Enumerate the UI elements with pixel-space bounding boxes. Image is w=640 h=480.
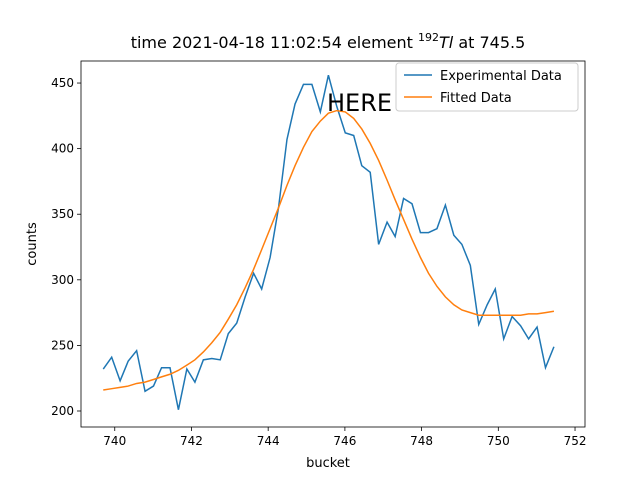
y-tick-label: 350 <box>51 207 74 221</box>
legend-label: Experimental Data <box>440 69 562 84</box>
y-tick-label: 300 <box>51 273 74 287</box>
x-tick-label: 748 <box>410 434 433 448</box>
chart-title: time 2021-04-18 11:02:54 element 192Tl a… <box>131 31 526 52</box>
x-tick-label: 746 <box>333 434 356 448</box>
y-tick-label: 450 <box>51 76 74 90</box>
legend-box <box>395 62 579 112</box>
series-line <box>102 74 555 410</box>
x-tick-label: 750 <box>487 434 510 448</box>
x-tick-label: 742 <box>180 434 203 448</box>
title-lead: time 2021-04-18 11:02:54 element <box>131 33 418 52</box>
title-sup: 192 <box>418 31 439 44</box>
y-tick-label: 200 <box>51 404 74 418</box>
x-tick-label: 740 <box>103 434 126 448</box>
title-symbol: Tl <box>439 33 454 52</box>
y-axis-label: counts <box>25 222 40 266</box>
legend-label: Fitted Data <box>440 91 512 106</box>
x-axis-label: bucket <box>306 456 350 471</box>
y-tick-label: 250 <box>51 338 74 352</box>
axes-frame <box>80 60 586 428</box>
title-tail: at 745.5 <box>453 33 525 52</box>
y-tick-label: 400 <box>51 142 74 156</box>
series-line <box>103 109 555 391</box>
annotation: HERE <box>327 89 392 117</box>
x-tick-label: 752 <box>564 434 587 448</box>
x-tick-label: 744 <box>257 434 280 448</box>
